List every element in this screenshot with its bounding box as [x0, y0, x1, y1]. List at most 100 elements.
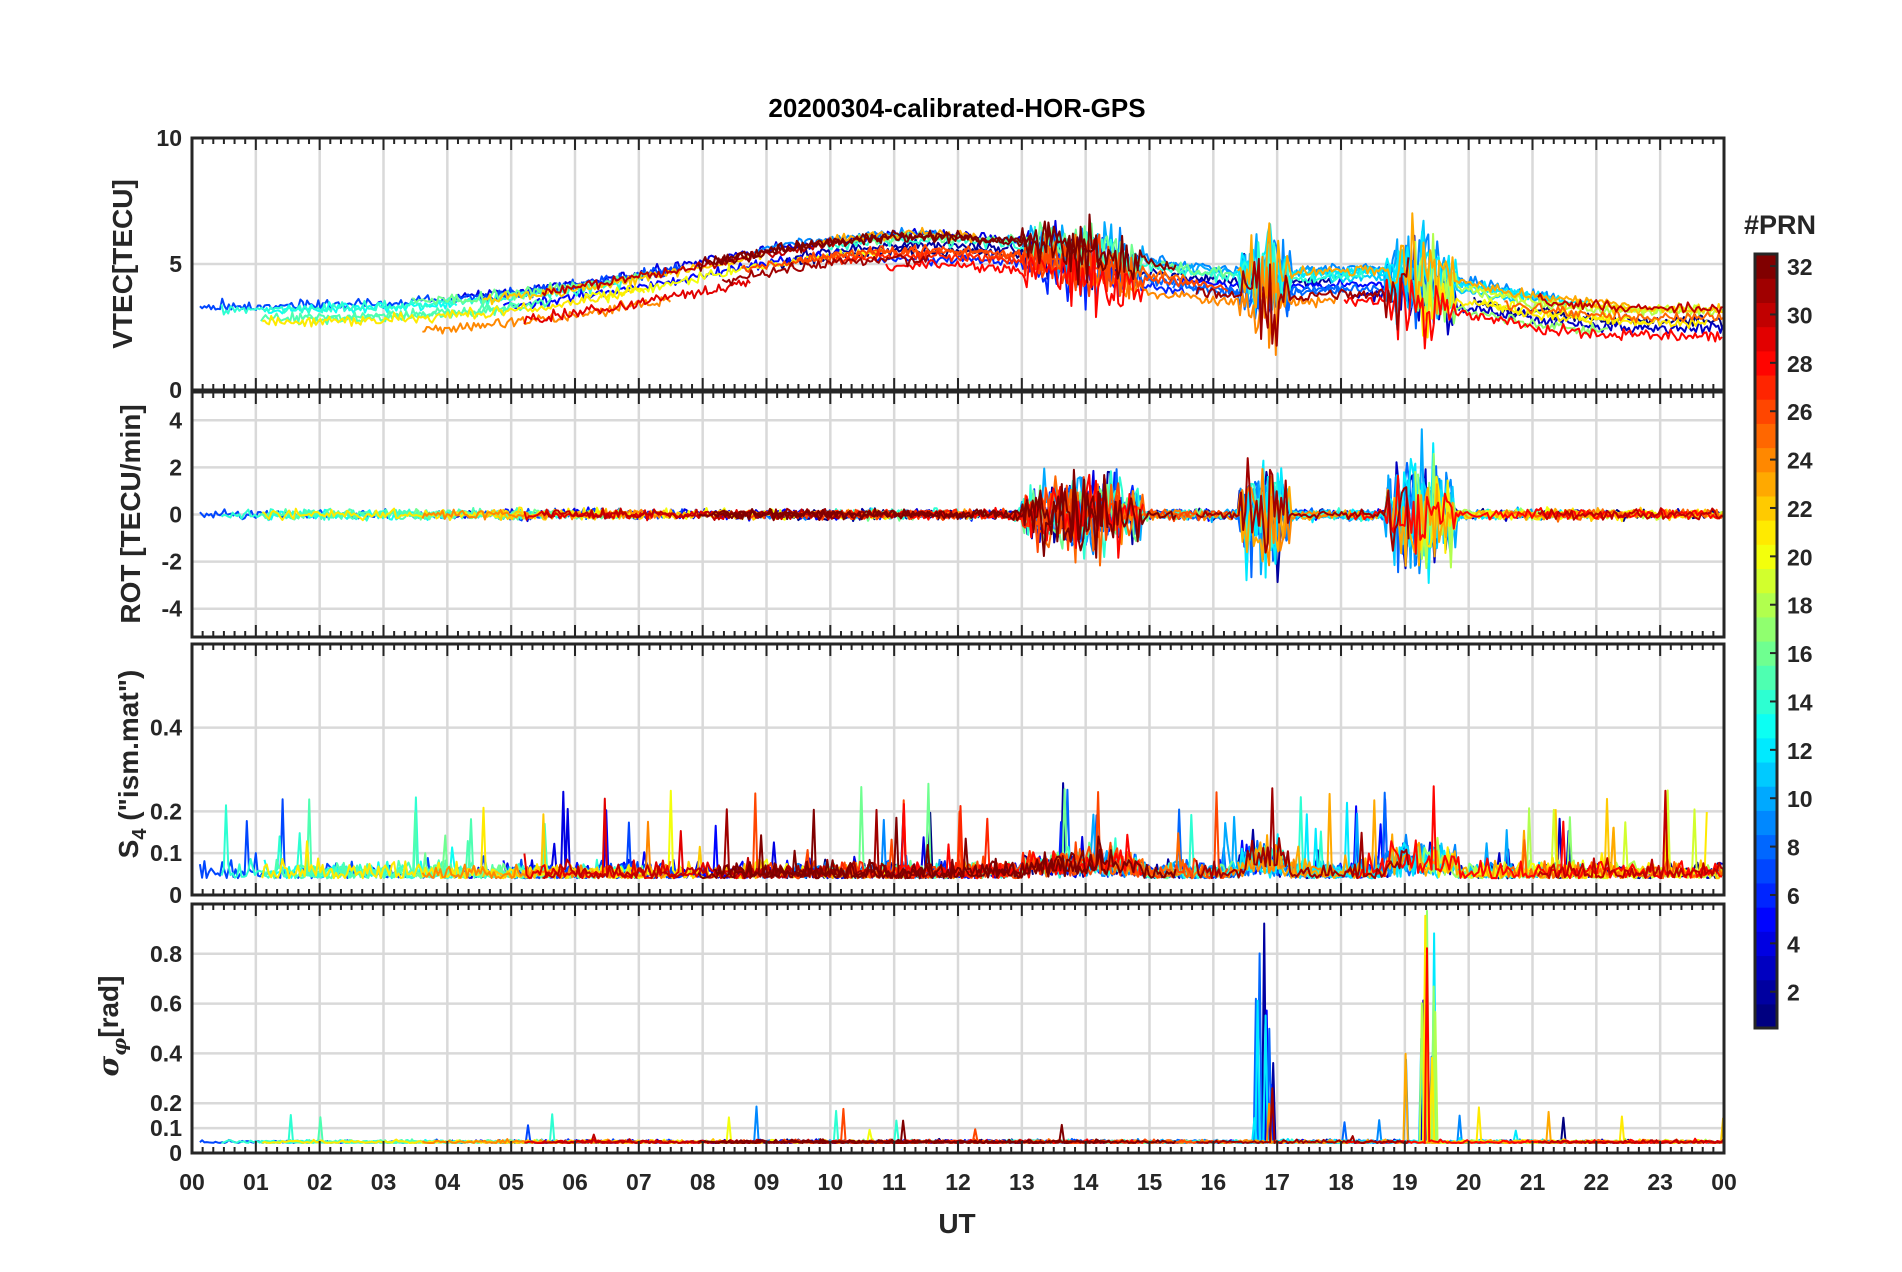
series-rot-prn-30-seg-0 — [1537, 507, 1724, 521]
sigma-label-main: σ — [92, 1056, 125, 1077]
colorbar-segment-23 — [1755, 471, 1777, 497]
colorbar-segment-27 — [1755, 374, 1777, 400]
colorbar-segment-12 — [1755, 737, 1777, 763]
x-tick-5: 05 — [498, 1169, 524, 1195]
colorbar-segment-8 — [1755, 834, 1777, 860]
colorbar-tick-8: 8 — [1787, 835, 1800, 861]
colorbar-segment-6 — [1755, 882, 1777, 908]
colorbar-segment-24 — [1755, 447, 1777, 473]
x-tick-1: 01 — [243, 1169, 269, 1195]
colorbar-segment-28 — [1755, 350, 1777, 376]
x-tick-14: 14 — [1073, 1169, 1099, 1195]
colorbar-segment-32 — [1755, 254, 1777, 279]
colorbar-segment-25 — [1755, 423, 1777, 449]
series-s4-prn-30-seg-1 — [542, 856, 838, 880]
y-tick-rot-4: 4 — [169, 407, 182, 433]
svg-text:VTEC[TECU]: VTEC[TECU] — [107, 179, 138, 349]
colorbar-segment-21 — [1755, 520, 1777, 545]
colorbar-segment-5 — [1755, 907, 1777, 932]
colorbar-tick-14: 14 — [1787, 689, 1813, 715]
colorbar-tick-20: 20 — [1787, 544, 1813, 570]
series-vtec-prn-25-seg-0 — [1504, 300, 1724, 324]
colorbar-segment-30 — [1755, 302, 1777, 328]
x-tick-2: 02 — [307, 1169, 333, 1195]
colorbar-segment-3 — [1755, 955, 1777, 981]
x-tick-20: 20 — [1456, 1169, 1482, 1195]
series-vtec-prn-28-seg-1 — [885, 239, 1144, 319]
series-vtec-prn-26-seg-1 — [741, 232, 1125, 294]
panel-s4-series — [198, 782, 1725, 880]
series-sigma_phi-prn-31-seg-0 — [1196, 1087, 1410, 1144]
svg-text:σφ[rad]: σφ[rad] — [92, 976, 131, 1077]
colorbar-tick-4: 4 — [1787, 931, 1800, 957]
colorbar-tick-18: 18 — [1787, 593, 1813, 619]
colorbar-segment-22 — [1755, 495, 1777, 521]
y-axis-label-vtec: VTEC[TECU] — [107, 179, 138, 349]
y-tick-s4-0: 0 — [169, 882, 182, 908]
x-tick-4: 04 — [435, 1169, 461, 1195]
series-s4-prn-31-seg-0 — [1195, 787, 1410, 880]
panel-rot-series — [199, 428, 1725, 584]
series-s4-prn-32-seg-0 — [713, 808, 1177, 880]
colorbar-tick-10: 10 — [1787, 786, 1813, 812]
colorbar-segment-19 — [1755, 568, 1777, 594]
series-vtec-prn-21-seg-0 — [1417, 274, 1708, 339]
sigma-label-sub: φ — [107, 1038, 131, 1056]
series-rot-prn-31-seg-0 — [1195, 457, 1410, 554]
series-vtec-prn-23-seg-1 — [816, 226, 979, 247]
colorbar-tick-26: 26 — [1787, 399, 1813, 425]
colorbar-segment-11 — [1755, 761, 1777, 787]
series-s4-prn-30-seg-0 — [1537, 789, 1724, 880]
x-tick-11: 11 — [882, 1169, 907, 1195]
x-tick-7: 07 — [626, 1169, 652, 1195]
x-tick-3: 03 — [371, 1169, 397, 1195]
colorbar-segment-2 — [1755, 979, 1777, 1005]
series-vtec-prn-31-seg-1 — [721, 254, 931, 286]
colorbar-tick-28: 28 — [1787, 351, 1813, 377]
x-tick-13: 13 — [1009, 1169, 1035, 1195]
s4-label-main: S — [113, 840, 144, 859]
x-tick-23: 23 — [1647, 1169, 1673, 1195]
y-tick-s4-2: 0.2 — [150, 798, 182, 824]
x-tick-18: 18 — [1328, 1169, 1354, 1195]
panel-vtec-series — [199, 212, 1724, 356]
colorbar-label: #PRN — [1744, 210, 1816, 240]
series-rot-prn-25-seg-1 — [1027, 475, 1193, 567]
x-tick-12: 12 — [945, 1169, 971, 1195]
series-layer — [198, 212, 1725, 1144]
chart-title: 20200304-calibrated-HOR-GPS — [768, 93, 1145, 123]
x-axis-label: UT — [938, 1208, 975, 1239]
sigma-label-rest: [rad] — [93, 976, 124, 1038]
series-vtec-prn-31-seg-0 — [1195, 257, 1410, 347]
svg-text:S4 ("ism.mat"): S4 ("ism.mat") — [113, 670, 151, 859]
series-rot-prn-32-seg-1 — [698, 468, 1109, 559]
y-tick-rot-1: -2 — [162, 549, 182, 575]
panel-sigma_phi-series — [199, 909, 1725, 1144]
y-tick-sigma_phi-1: 0.1 — [150, 1115, 182, 1141]
y-tick-sigma_phi-2: 0.2 — [150, 1090, 182, 1116]
colorbar-segment-31 — [1755, 278, 1777, 303]
y-tick-vtec-1: 5 — [169, 251, 182, 277]
colorbar-segment-9 — [1755, 810, 1777, 836]
series-vtec-prn-28-seg-0 — [1343, 277, 1723, 350]
series-sigma_phi-prn-30-seg-0 — [1538, 1138, 1725, 1144]
colorbar-segment-15 — [1755, 665, 1777, 690]
colorbar-tick-32: 32 — [1787, 254, 1813, 280]
series-vtec-prn-14-seg-0 — [826, 225, 1365, 306]
y-tick-rot-0: -4 — [162, 596, 183, 622]
y-tick-vtec-2: 10 — [156, 125, 182, 151]
x-tick-6: 06 — [562, 1169, 588, 1195]
s4-label-sub: 4 — [129, 828, 151, 840]
colorbar-segment-4 — [1755, 931, 1777, 957]
series-vtec-prn-30-seg-0 — [1537, 292, 1724, 314]
x-tick-24: 00 — [1711, 1169, 1737, 1195]
colorbar-tick-16: 16 — [1787, 641, 1813, 667]
colorbar-segment-17 — [1755, 616, 1777, 642]
colorbar-tick-30: 30 — [1787, 302, 1813, 328]
colorbar-tick-22: 22 — [1787, 496, 1813, 522]
x-tick-9: 09 — [754, 1169, 780, 1195]
series-vtec-prn-32-seg-1 — [697, 213, 1109, 286]
